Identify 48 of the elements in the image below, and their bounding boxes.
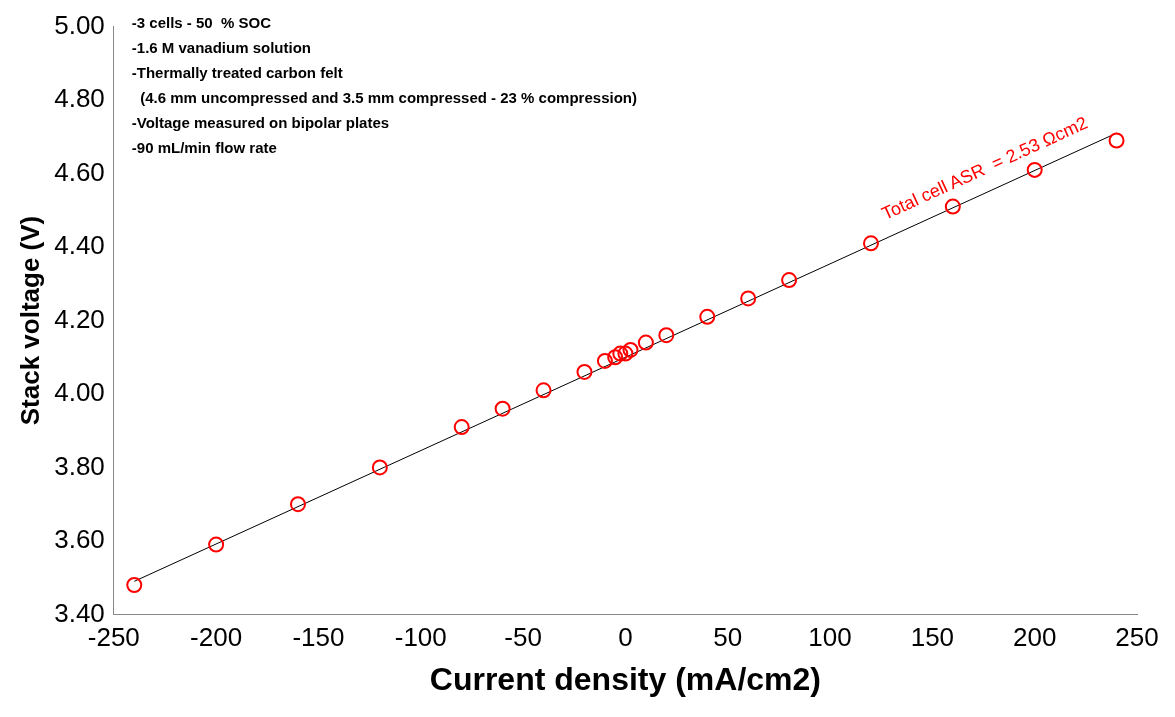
annotation: (4.6 mm uncompressed and 3.5 mm compressed - 23 % compression) xyxy=(131,89,637,107)
point xyxy=(658,327,675,344)
y-tick-label: 5.00 xyxy=(54,9,105,40)
y-tick-label: 4.60 xyxy=(54,156,105,187)
point xyxy=(576,363,593,380)
point xyxy=(453,419,470,436)
point xyxy=(781,272,798,289)
point xyxy=(126,577,143,594)
x-tick-label: 200 xyxy=(1012,622,1057,653)
point xyxy=(622,341,639,358)
annotation: -3 cells - 50 % SOC xyxy=(131,14,272,32)
point xyxy=(637,334,654,351)
point xyxy=(617,345,634,362)
annotation: -Voltage measured on bipolar plates xyxy=(131,114,390,132)
point xyxy=(596,352,613,369)
x-tick-label: 0 xyxy=(618,622,633,653)
annotation: -Thermally treated carbon felt xyxy=(131,64,343,82)
y-tick-label: 4.80 xyxy=(54,83,105,114)
point xyxy=(1108,132,1125,149)
annotation: Total cell ASR = 2.53 Ωcm2 xyxy=(878,112,1091,224)
x-tick-label: -150 xyxy=(292,622,345,653)
x-axis-title: Current density (mA/cm2) xyxy=(429,660,821,697)
x-tick-label: 250 xyxy=(1115,622,1159,653)
y-tick-label: 3.60 xyxy=(54,524,105,555)
point xyxy=(699,308,716,325)
point xyxy=(612,345,629,362)
y-axis-title: Stack voltage (V) xyxy=(14,215,45,426)
point xyxy=(494,400,511,417)
y-tick-label: 4.20 xyxy=(54,303,105,334)
x-tick-label: -200 xyxy=(190,622,243,653)
annotation: -1.6 M vanadium solution xyxy=(131,39,311,57)
x-tick-label: 50 xyxy=(713,622,743,653)
x-tick-label: 150 xyxy=(910,622,955,653)
y-tick-label: 3.80 xyxy=(54,450,105,481)
point xyxy=(862,235,879,252)
point xyxy=(740,290,757,307)
x-tick-label: -100 xyxy=(394,622,447,653)
point xyxy=(607,349,624,366)
point xyxy=(208,536,225,553)
y-tick-label: 4.40 xyxy=(54,230,105,261)
point xyxy=(535,382,552,399)
point xyxy=(1026,161,1043,178)
x-tick-label: 100 xyxy=(808,622,852,653)
point xyxy=(371,459,388,476)
y-tick-label: 4.00 xyxy=(54,377,105,408)
point xyxy=(289,496,306,513)
x-tick-label: -50 xyxy=(504,622,542,653)
annotation: -90 mL/min flow rate xyxy=(131,139,277,157)
